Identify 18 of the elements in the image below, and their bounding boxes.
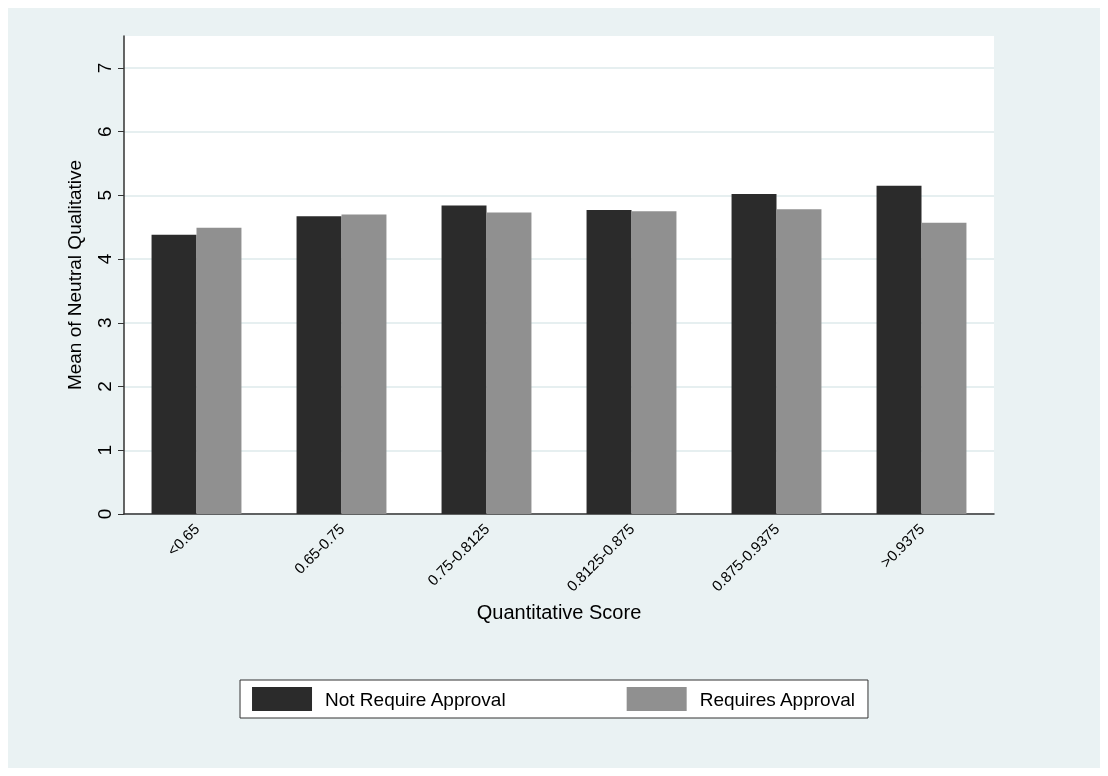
- y-tick-label: 7: [94, 62, 115, 74]
- y-tick-label: 2: [94, 381, 115, 392]
- bar: [486, 212, 532, 514]
- y-tick-label: 0: [94, 508, 115, 520]
- bar: [341, 214, 387, 514]
- bar: [631, 211, 677, 514]
- legend-label: Not Require Approval: [325, 688, 506, 710]
- bar: [921, 222, 967, 514]
- y-axis-title: Mean of Neutral Qualitative: [64, 159, 85, 391]
- legend-label: Requires Approval: [699, 688, 855, 710]
- y-tick-label: 4: [94, 253, 115, 265]
- y-tick-label: 5: [94, 190, 115, 201]
- bar: [776, 209, 822, 514]
- y-tick-label: 6: [94, 126, 115, 137]
- y-tick-label: 1: [94, 444, 115, 456]
- y-tick-label: 3: [94, 317, 115, 329]
- x-axis-title: Quantitative Score: [476, 601, 642, 623]
- bar: [196, 227, 242, 514]
